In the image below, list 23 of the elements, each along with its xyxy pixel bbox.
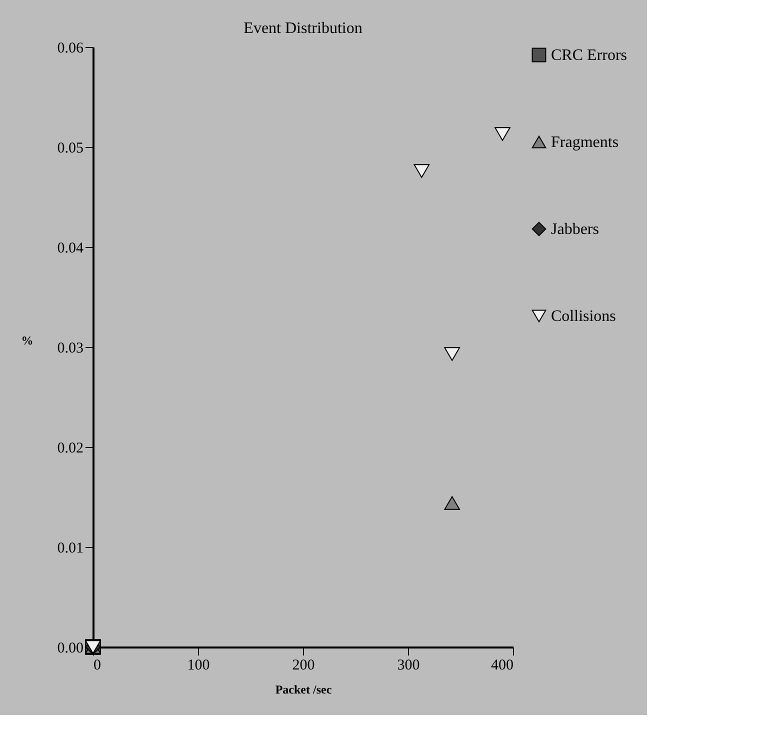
legend-label: Jabbers xyxy=(551,221,599,238)
x-tick-label: 0 xyxy=(94,658,101,674)
point xyxy=(444,496,460,510)
x-tick-label: 100 xyxy=(187,658,210,674)
x-tick-label: 300 xyxy=(397,658,420,674)
point xyxy=(444,347,460,361)
y-axis-title: % xyxy=(21,334,34,348)
point xyxy=(494,127,510,141)
legend-label: CRC Errors xyxy=(551,47,627,64)
x-tick-label: 200 xyxy=(292,658,315,674)
y-tick-label: 0.04 xyxy=(57,240,84,256)
point xyxy=(414,164,430,178)
legend-label: Collisions xyxy=(551,308,616,325)
x-tick-label: 400 xyxy=(491,658,514,674)
x-axis-title: Packet /sec xyxy=(275,682,332,696)
legend-label: Fragments xyxy=(551,134,619,151)
y-tick-label: 0.06 xyxy=(57,40,84,56)
y-tick-label: 0.01 xyxy=(57,540,84,556)
y-tick-label: 0.05 xyxy=(57,140,84,156)
y-tick-label: 0.02 xyxy=(57,440,84,456)
chart-title: Event Distribution xyxy=(244,20,362,37)
y-tick-label: 0.03 xyxy=(57,340,84,356)
y-tick-label: 0.00 xyxy=(57,640,84,656)
